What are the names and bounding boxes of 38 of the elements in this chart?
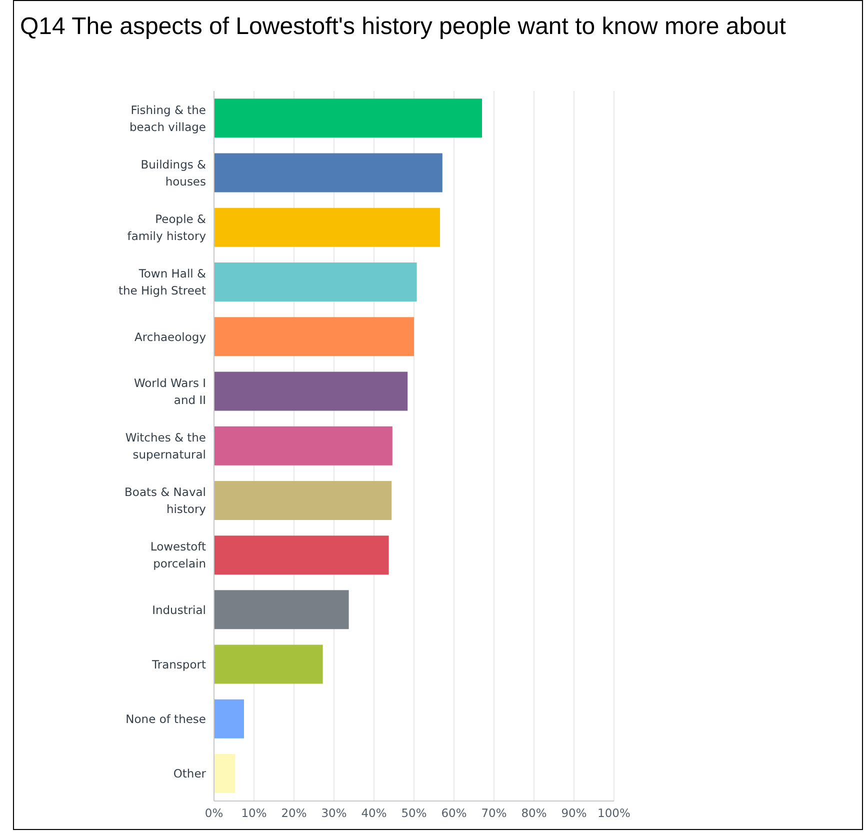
x-tick-label: 30% xyxy=(321,806,347,820)
x-tick-label: 0% xyxy=(204,806,224,820)
y-tick-label: Fishing & the beach village xyxy=(129,102,206,134)
chart-title: Q14 The aspects of Lowestoft's history people want to know more about xyxy=(19,12,787,41)
bar xyxy=(214,426,392,466)
y-tick-label: Lowestoft porcelain xyxy=(150,540,206,571)
bar xyxy=(214,754,236,794)
y-tick-label: Archaeology xyxy=(134,330,206,344)
x-tick-label: 100% xyxy=(598,806,631,820)
bar xyxy=(214,536,389,575)
x-tick-label: 60% xyxy=(441,806,467,820)
y-tick-label: None of these xyxy=(126,712,206,726)
y-tick-label: Boats & Naval history xyxy=(124,485,206,516)
y-tick-label: World Wars I and II xyxy=(134,376,206,407)
x-tick-label: 20% xyxy=(281,806,307,820)
bar xyxy=(214,372,408,411)
y-tick-label: People & family history xyxy=(127,212,206,244)
bar xyxy=(214,153,442,192)
bar xyxy=(214,98,482,138)
y-tick-label: Industrial xyxy=(152,602,206,617)
y-tick-label: Town Hall & the High Street xyxy=(118,266,206,298)
y-tick-label: Buildings & houses xyxy=(140,157,206,188)
x-tick-label: 70% xyxy=(481,806,507,820)
y-tick-label: Other xyxy=(173,766,206,781)
x-tick-label: 80% xyxy=(521,806,547,820)
bar xyxy=(214,644,323,684)
y-tick-label: Witches & the supernatural xyxy=(125,430,206,462)
x-tick-label: 50% xyxy=(401,806,427,820)
x-tick-label: 40% xyxy=(361,806,387,820)
x-tick-label: 10% xyxy=(241,806,267,820)
y-tick-label: Transport xyxy=(151,657,206,672)
bar xyxy=(214,208,440,247)
bar xyxy=(214,480,392,520)
x-tick-label: 90% xyxy=(561,806,587,820)
bar xyxy=(214,590,349,630)
bar xyxy=(214,699,244,738)
bar xyxy=(214,317,414,356)
bar xyxy=(214,262,417,302)
